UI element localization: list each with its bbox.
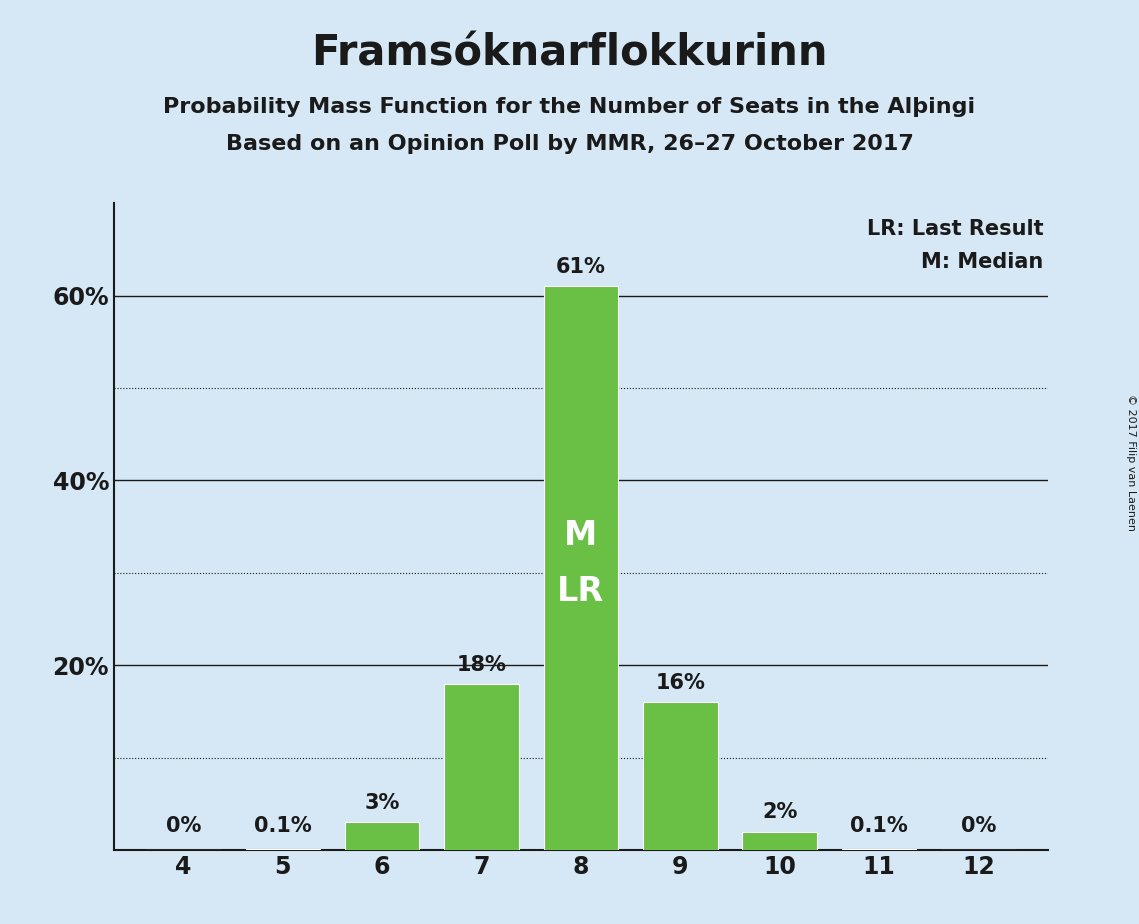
Text: Probability Mass Function for the Number of Seats in the Alþingi: Probability Mass Function for the Number… <box>163 97 976 117</box>
Text: 3%: 3% <box>364 793 400 813</box>
Bar <box>345 822 419 850</box>
Text: LR: LR <box>557 575 605 608</box>
Bar <box>444 684 518 850</box>
Text: 2%: 2% <box>762 802 797 822</box>
Text: 0%: 0% <box>960 816 995 836</box>
Bar <box>246 849 320 850</box>
Text: 16%: 16% <box>655 673 705 693</box>
Text: LR: Last Result: LR: Last Result <box>867 220 1043 239</box>
Text: Framsóknarflokkurinn: Framsóknarflokkurinn <box>311 32 828 74</box>
Bar <box>842 849 916 850</box>
Text: 18%: 18% <box>457 654 507 675</box>
Text: M: Median: M: Median <box>921 252 1043 272</box>
Bar <box>543 286 618 850</box>
Bar <box>644 702 718 850</box>
Text: 0.1%: 0.1% <box>254 816 312 836</box>
Bar <box>743 832 817 850</box>
Text: M: M <box>564 519 598 553</box>
Text: 0%: 0% <box>166 816 202 836</box>
Text: 61%: 61% <box>556 257 606 277</box>
Text: Based on an Opinion Poll by MMR, 26–27 October 2017: Based on an Opinion Poll by MMR, 26–27 O… <box>226 134 913 154</box>
Text: 0.1%: 0.1% <box>850 816 908 836</box>
Text: © 2017 Filip van Laenen: © 2017 Filip van Laenen <box>1126 394 1136 530</box>
